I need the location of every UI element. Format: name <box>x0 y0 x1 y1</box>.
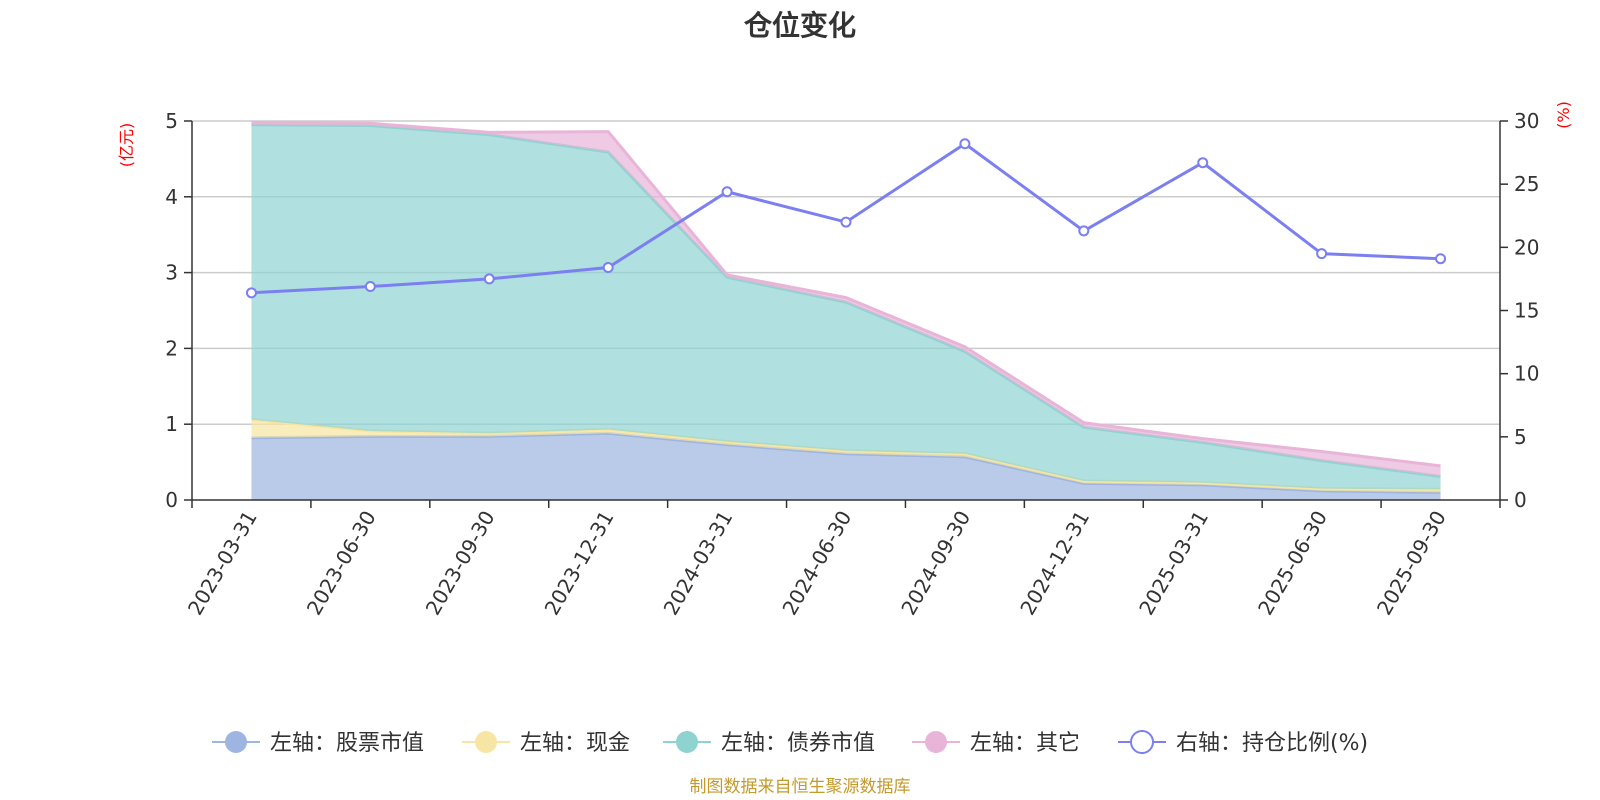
left-tick-label: 1 <box>165 412 178 436</box>
left-axis-unit: (亿元) <box>117 123 136 168</box>
chart-title: 仓位变化 <box>744 9 856 42</box>
ratio-point <box>1316 248 1328 260</box>
legend-marker <box>475 731 497 753</box>
x-tick-label: 2024-12-31 <box>1015 507 1094 620</box>
ratio-point <box>245 287 257 299</box>
area-8fd3d1 <box>251 124 1441 490</box>
right-tick-label: 0 <box>1514 488 1527 512</box>
area-e8b4d8 <box>251 122 1441 477</box>
left-tick-label: 3 <box>165 261 178 285</box>
legend-hollow-marker <box>1130 730 1154 754</box>
left-tick-label: 5 <box>165 109 178 133</box>
legend-label: 左轴：其它 <box>970 731 1080 756</box>
x-tick-label: 2024-09-30 <box>896 507 975 620</box>
x-tick-label: 2023-12-31 <box>540 507 619 620</box>
right-tick-label: 30 <box>1514 109 1539 133</box>
right-tick-label: 10 <box>1514 362 1539 386</box>
ratio-point <box>959 138 971 150</box>
legend: 左轴：股票市值 左轴：现金 左轴：债券市值 左轴：其它 右轴：持仓比例(%) <box>212 730 1368 756</box>
legend-label: 右轴：持仓比例(%) <box>1176 731 1368 756</box>
right-tick-label: 20 <box>1514 235 1539 259</box>
x-tick-label: 2023-09-30 <box>421 506 500 619</box>
right-tick-label: 5 <box>1514 425 1527 449</box>
right-tick-label: 15 <box>1514 299 1539 323</box>
legend-marker <box>225 731 247 753</box>
x-tick-label: 2023-03-31 <box>183 507 262 620</box>
area-edge <box>251 121 1441 468</box>
x-tick-label: 2025-06-30 <box>1253 507 1332 620</box>
stacked-areas <box>251 121 1441 500</box>
ratio-point <box>840 216 852 228</box>
ratio-point <box>364 280 376 292</box>
ratio-point <box>483 273 495 285</box>
legend-label: 左轴：债券市值 <box>721 731 875 756</box>
ratio-point <box>602 262 614 274</box>
source-note: 制图数据来自恒生聚源数据库 <box>690 777 911 797</box>
legend-label: 左轴：股票市值 <box>270 731 424 756</box>
legend-marker <box>676 731 698 753</box>
left-tick-label: 4 <box>165 185 178 209</box>
ratio-line <box>245 138 1447 299</box>
legend-label: 左轴：现金 <box>520 731 630 756</box>
legend-marker <box>925 731 947 753</box>
left-tick-label: 0 <box>165 488 178 512</box>
x-tick-label: 2024-03-31 <box>659 507 738 620</box>
ratio-point <box>721 186 733 198</box>
ratio-point <box>1078 225 1090 237</box>
right-tick-label: 25 <box>1514 172 1539 196</box>
ratio-point <box>1197 157 1209 169</box>
x-tick-label: 2023-06-30 <box>302 507 381 620</box>
ratio-point <box>1435 253 1447 265</box>
x-tick-label: 2025-09-30 <box>1372 507 1451 620</box>
left-tick-label: 2 <box>165 336 178 360</box>
right-axis-unit: (%) <box>1554 101 1573 129</box>
area-9db5e0 <box>251 433 1441 500</box>
x-tick-label: 2025-03-31 <box>1134 507 1213 620</box>
x-tick-label: 2024-06-30 <box>777 507 856 620</box>
